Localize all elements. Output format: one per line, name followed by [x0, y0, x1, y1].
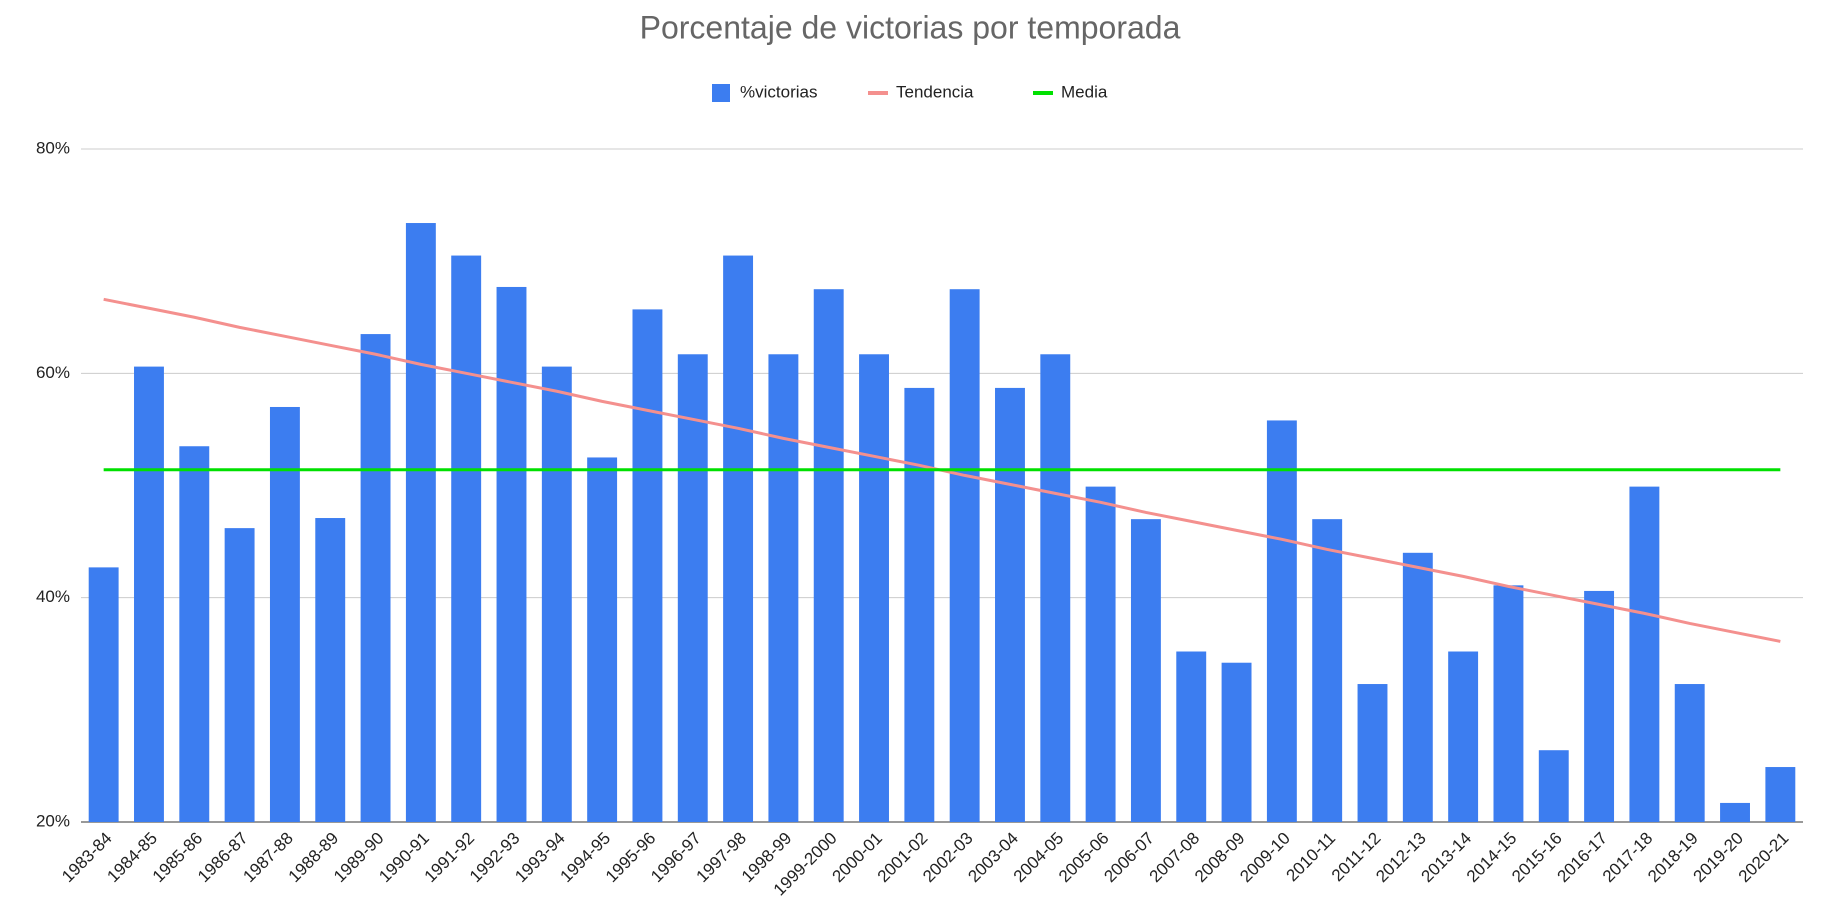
bar — [1402, 552, 1433, 822]
bar — [1312, 519, 1343, 822]
bar — [904, 387, 935, 822]
bar — [1629, 486, 1660, 822]
bar — [134, 366, 164, 822]
legend-label: Media — [1061, 82, 1108, 101]
y-tick-label: 80% — [36, 138, 70, 157]
bar — [768, 354, 799, 822]
bar — [1085, 486, 1116, 822]
bar — [723, 255, 754, 822]
bar — [1176, 651, 1207, 822]
bar — [677, 354, 708, 822]
bar — [587, 457, 618, 822]
bar — [1584, 590, 1615, 822]
bar — [1221, 662, 1252, 822]
bar — [1357, 684, 1388, 822]
legend-label: Tendencia — [896, 82, 974, 101]
bar — [360, 334, 391, 822]
legend-label: %victorias — [740, 82, 817, 101]
bar — [496, 286, 527, 823]
y-tick-label: 20% — [36, 811, 70, 830]
bar — [1130, 519, 1161, 822]
chart-title: Porcentaje de victorias por temporada — [640, 9, 1181, 45]
bar — [405, 223, 436, 822]
bar — [315, 518, 346, 822]
legend-swatch — [712, 84, 730, 102]
bar — [1765, 767, 1796, 822]
bar — [179, 446, 210, 822]
x-tick-label: 2009-10 — [1236, 829, 1294, 887]
y-tick-label: 40% — [36, 587, 70, 606]
x-tick-label: 2020-21 — [1735, 829, 1793, 887]
bar — [541, 366, 572, 822]
bar — [1266, 420, 1297, 822]
bar — [451, 255, 482, 822]
bar — [88, 567, 119, 822]
y-tick-label: 60% — [36, 363, 70, 382]
bar — [859, 354, 889, 822]
bar — [632, 309, 663, 823]
bar — [1538, 750, 1569, 822]
bar — [1674, 684, 1705, 822]
bar — [995, 387, 1025, 822]
bar — [1040, 354, 1071, 822]
bar — [949, 289, 980, 822]
bar — [1720, 802, 1750, 822]
bar — [224, 528, 255, 822]
bar — [813, 289, 844, 822]
bar — [1448, 651, 1479, 822]
x-tick-label: 2010-11 — [1283, 829, 1340, 886]
bar — [1493, 585, 1524, 822]
bar — [269, 406, 300, 822]
